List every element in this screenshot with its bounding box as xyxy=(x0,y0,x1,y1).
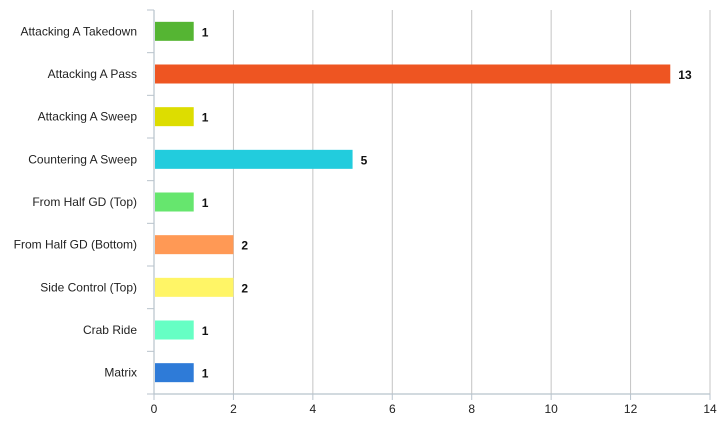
bar xyxy=(155,21,194,41)
bar xyxy=(155,107,194,127)
x-tick-label: 0 xyxy=(151,402,158,416)
category-label: Matrix xyxy=(104,366,137,380)
x-tick-label: 2 xyxy=(230,402,237,416)
x-tick-label: 4 xyxy=(310,402,317,416)
bars xyxy=(155,21,671,383)
data-label: 13 xyxy=(678,68,692,82)
x-tick-label: 6 xyxy=(389,402,396,416)
bar xyxy=(155,320,194,340)
data-label: 1 xyxy=(202,25,209,39)
category-label: Attacking A Pass xyxy=(48,67,137,81)
data-label: 1 xyxy=(202,367,209,381)
data-label: 2 xyxy=(241,239,248,253)
category-label: Countering A Sweep xyxy=(28,152,137,166)
bar xyxy=(155,149,353,169)
bar xyxy=(155,64,671,84)
data-label: 5 xyxy=(361,153,368,167)
category-label: From Half GD (Top) xyxy=(32,195,137,209)
category-label: Attacking A Takedown xyxy=(20,24,137,38)
data-label: 1 xyxy=(202,111,209,125)
axes xyxy=(147,9,711,400)
x-tick-label: 12 xyxy=(624,402,638,416)
data-label: 2 xyxy=(241,281,248,295)
category-label: Attacking A Sweep xyxy=(38,110,138,124)
data-label: 1 xyxy=(202,324,209,338)
bar xyxy=(155,363,194,383)
x-tick-label: 8 xyxy=(468,402,475,416)
x-tick-label: 14 xyxy=(703,402,717,416)
bar xyxy=(155,192,194,212)
bar xyxy=(155,277,234,297)
bar xyxy=(155,235,234,255)
category-label: Crab Ride xyxy=(83,323,137,337)
data-label: 1 xyxy=(202,196,209,210)
category-label: From Half GD (Bottom) xyxy=(14,238,137,252)
category-label: Side Control (Top) xyxy=(40,280,137,294)
x-tick-label: 10 xyxy=(544,402,558,416)
